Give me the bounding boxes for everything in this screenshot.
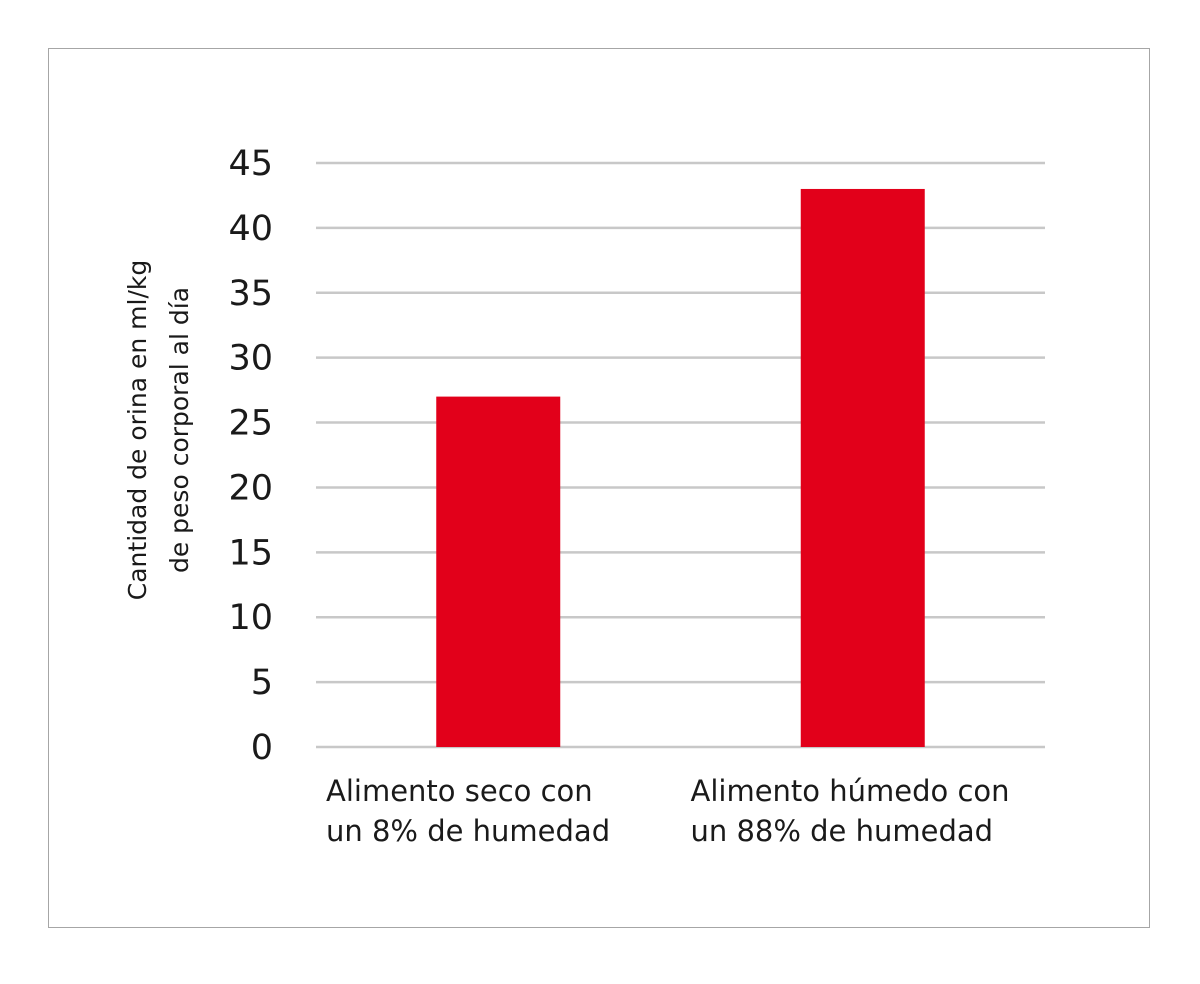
bar-1 — [436, 396, 561, 747]
x-category-label: un 8% de humedad — [326, 814, 610, 848]
bar-2 — [800, 188, 925, 747]
x-category-label: Alimento seco con — [326, 774, 593, 808]
x-category-labels: Alimento seco con un 8% de humedad Aliment… — [326, 774, 1010, 848]
y-axis-title: Cantidad de orina en ml/kg de peso corpo… — [123, 260, 194, 600]
y-tick-label: 20 — [228, 468, 273, 508]
y-tick-label: 45 — [228, 144, 273, 184]
gridlines — [316, 161, 1045, 749]
x-category-label: Alimento húmedo con — [691, 774, 1010, 808]
y-axis-title-line-1: Cantidad de orina en ml/kg — [123, 260, 152, 600]
y-tick-label: 30 — [228, 339, 273, 379]
y-tick-label: 0 — [251, 728, 273, 768]
y-tick-label: 15 — [228, 533, 273, 573]
y-tick-label: 35 — [228, 274, 273, 314]
y-tick-labels: 0 5 10 15 20 25 30 35 40 45 — [228, 144, 273, 768]
bars — [436, 188, 925, 747]
y-tick-label: 40 — [228, 209, 273, 249]
y-axis-title-line-2: de peso corporal al día — [165, 287, 194, 573]
x-category-label: un 88% de humedad — [691, 814, 994, 848]
y-tick-label: 25 — [228, 404, 273, 444]
y-tick-label: 10 — [228, 598, 273, 638]
chart-frame — [48, 48, 1150, 928]
y-tick-label: 5 — [251, 663, 273, 703]
